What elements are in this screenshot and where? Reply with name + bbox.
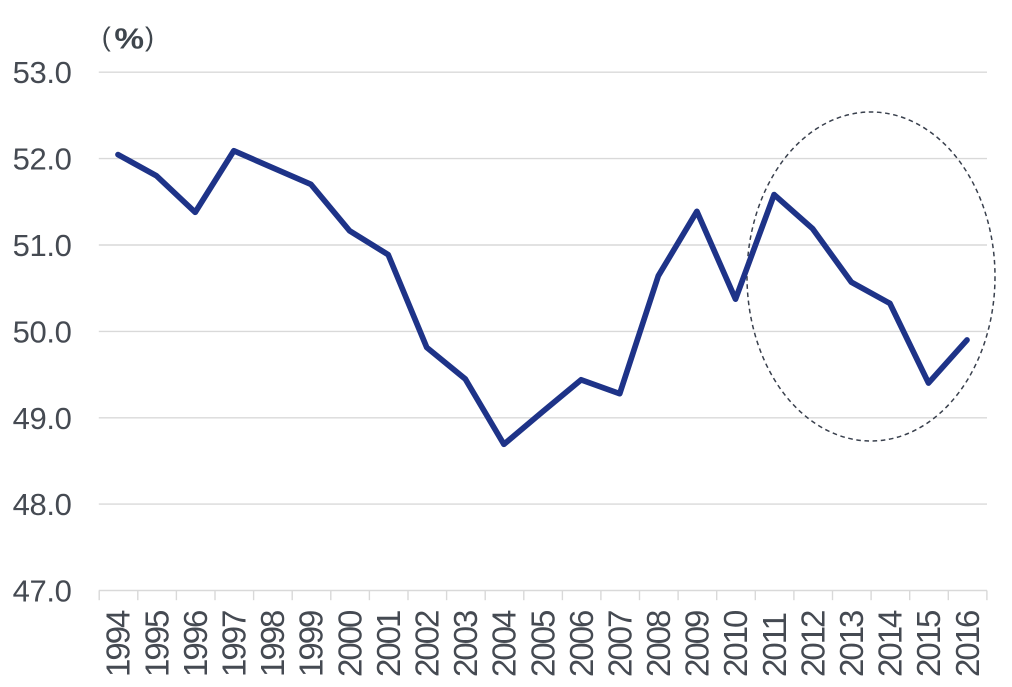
svg-text:1995: 1995 <box>138 611 175 677</box>
svg-text:51.0: 51.0 <box>13 228 72 263</box>
svg-text:2008: 2008 <box>640 611 677 677</box>
svg-text:1998: 1998 <box>254 611 291 677</box>
svg-text:2000: 2000 <box>331 610 368 677</box>
svg-text:1996: 1996 <box>177 611 214 677</box>
svg-text:2016: 2016 <box>949 611 986 677</box>
svg-text:2006: 2006 <box>563 611 600 677</box>
svg-text:1997: 1997 <box>216 611 253 677</box>
svg-text:2015: 2015 <box>910 611 947 677</box>
svg-text:2001: 2001 <box>370 611 407 677</box>
svg-text:%: % <box>114 23 144 55</box>
svg-text:49.0: 49.0 <box>13 401 72 436</box>
svg-text:2010: 2010 <box>717 610 754 677</box>
svg-text:50.0: 50.0 <box>13 314 72 349</box>
svg-text:2009: 2009 <box>679 611 716 677</box>
svg-text:2013: 2013 <box>833 611 870 677</box>
svg-text:2014: 2014 <box>872 610 909 677</box>
svg-text:53.0: 53.0 <box>13 55 72 90</box>
svg-text:): ) <box>145 22 154 52</box>
svg-text:2002: 2002 <box>409 611 446 677</box>
svg-text:2005: 2005 <box>524 611 561 677</box>
svg-text:48.0: 48.0 <box>13 487 72 522</box>
svg-text:2012: 2012 <box>794 611 831 677</box>
svg-text:47.0: 47.0 <box>13 574 72 609</box>
svg-text:2011: 2011 <box>756 613 793 677</box>
svg-text:1999: 1999 <box>293 611 330 677</box>
svg-text:52.0: 52.0 <box>13 142 72 177</box>
svg-text:(: ( <box>102 22 111 52</box>
svg-text:2004: 2004 <box>486 610 523 677</box>
svg-text:2007: 2007 <box>601 611 638 677</box>
svg-text:1994: 1994 <box>100 610 137 677</box>
svg-text:2003: 2003 <box>447 611 484 677</box>
